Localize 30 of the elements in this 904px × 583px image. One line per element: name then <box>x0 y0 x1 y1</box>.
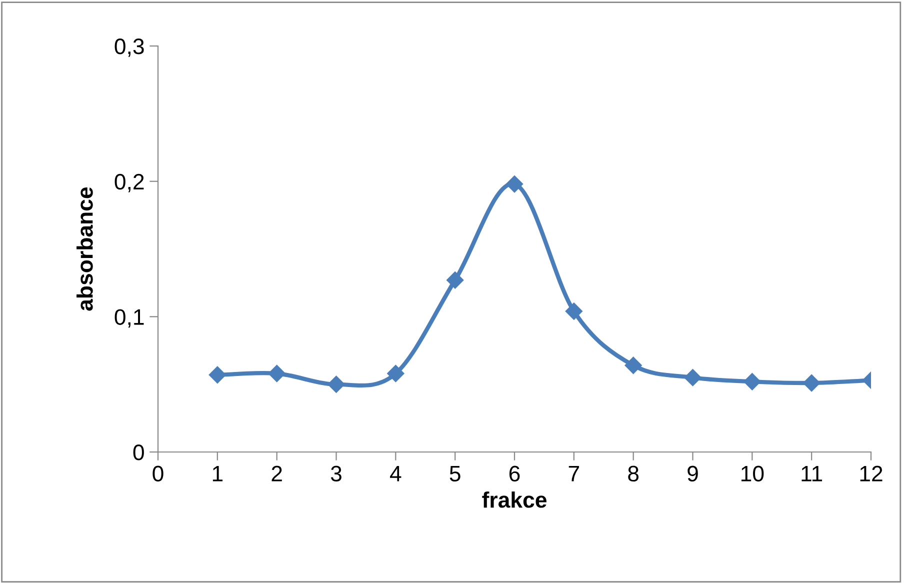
point <box>446 272 464 289</box>
y-axis-title: absorbance <box>76 187 93 311</box>
point <box>684 369 702 386</box>
x-tick-label: 2 <box>272 466 282 482</box>
point <box>744 373 761 390</box>
x-tick-label: 12 <box>860 466 882 482</box>
x-tick-label: 5 <box>450 466 460 482</box>
point <box>803 374 820 392</box>
point <box>387 364 404 382</box>
point <box>624 356 642 374</box>
x-tick-label: 4 <box>390 466 402 482</box>
x-tick-label: 1 <box>212 466 223 482</box>
x-tick-label: 7 <box>568 466 579 482</box>
point <box>268 364 286 382</box>
y-tick-label: 0 <box>133 444 144 460</box>
y-tick-label: 0,2 <box>114 174 144 192</box>
point <box>565 302 582 320</box>
point <box>208 366 226 384</box>
x-tick-label: 9 <box>688 466 698 482</box>
x-tick-label: 3 <box>330 466 342 482</box>
x-tick-label: 6 <box>509 466 520 482</box>
x-axis-title: frakce <box>482 491 546 508</box>
x-tick-label: 8 <box>628 466 639 482</box>
x-tick-label: 0 <box>152 466 164 482</box>
x-tick-label: 10 <box>742 466 764 482</box>
point <box>328 376 345 393</box>
x-tick-label: 11 <box>802 466 822 482</box>
y-tick-label: 0,3 <box>114 38 144 57</box>
point <box>506 175 524 193</box>
y-tick-label: 0,1 <box>114 309 144 328</box>
